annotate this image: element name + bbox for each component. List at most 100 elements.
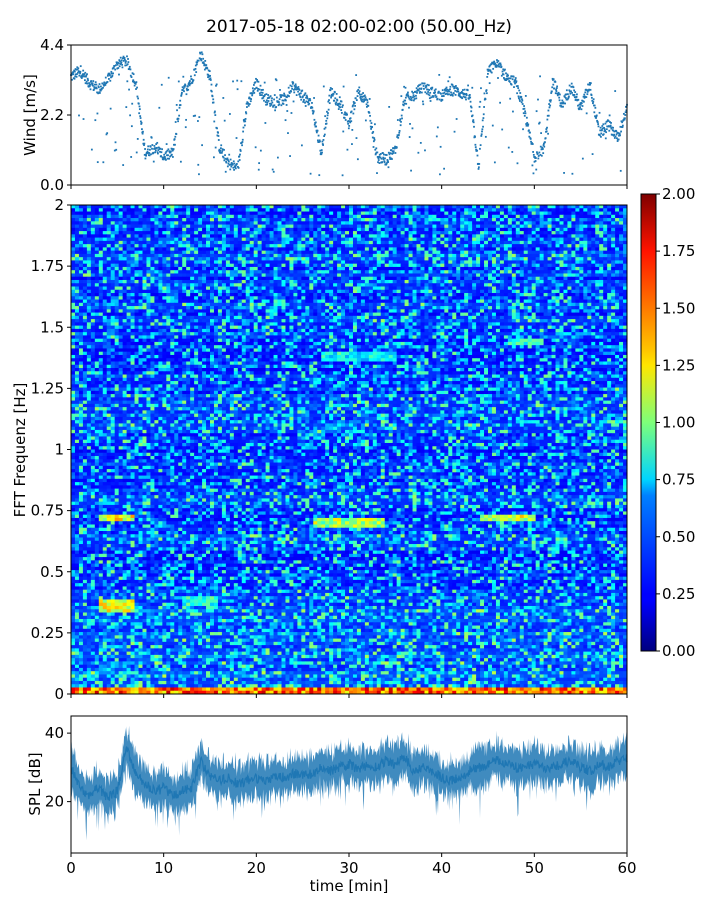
spectrogram-cell bbox=[90, 283, 96, 287]
spectrogram-cell bbox=[571, 250, 576, 255]
spectrogram-cell bbox=[174, 227, 179, 232]
spectrogram-cell bbox=[523, 208, 529, 212]
spectrogram-cell bbox=[404, 247, 409, 252]
spectrogram-cell bbox=[563, 247, 568, 252]
spectrogram-cell bbox=[349, 253, 354, 258]
wind-point bbox=[402, 100, 405, 103]
spectrogram-cell bbox=[146, 260, 151, 265]
spectrogram-cell bbox=[138, 205, 143, 209]
spectrogram-cell bbox=[130, 273, 135, 278]
spectrogram-cell bbox=[297, 253, 302, 258]
wind-point bbox=[551, 77, 554, 80]
wind-point bbox=[264, 101, 267, 103]
spectrogram-cell bbox=[507, 276, 513, 281]
spectrogram-cell bbox=[511, 279, 517, 284]
wind-point bbox=[338, 96, 341, 99]
wind-point bbox=[192, 79, 195, 82]
spectrogram-cell bbox=[257, 257, 263, 261]
spectrogram-cell bbox=[146, 214, 151, 219]
spectrogram-cell bbox=[281, 273, 286, 278]
spectrogram-cell bbox=[78, 270, 84, 274]
wind-point bbox=[406, 94, 409, 97]
wind-point bbox=[597, 123, 600, 125]
spectrogram-cell bbox=[106, 221, 112, 225]
spectrogram-cell bbox=[118, 253, 124, 258]
spectrogram-cell bbox=[607, 260, 612, 265]
spectrogram-cell bbox=[285, 266, 290, 271]
spectrogram-cell bbox=[202, 211, 207, 216]
spectrogram-cell bbox=[364, 244, 370, 248]
spectrogram-cell bbox=[313, 221, 318, 225]
wind-point bbox=[525, 123, 528, 125]
spectrogram-cell bbox=[611, 244, 616, 248]
spectrogram-cell bbox=[102, 260, 108, 265]
spectrogram-cell bbox=[74, 218, 80, 222]
spectrogram-cell bbox=[225, 279, 231, 284]
wind-points bbox=[70, 51, 628, 177]
wind-point bbox=[366, 105, 368, 108]
spectrogram-cell bbox=[293, 211, 298, 216]
spectrogram-cell bbox=[428, 240, 433, 245]
spectrogram-cell bbox=[166, 208, 171, 212]
spectrogram-cell bbox=[293, 270, 298, 274]
spectrogram-cell bbox=[190, 266, 195, 271]
spectrogram-cell bbox=[611, 214, 616, 219]
wind-point bbox=[445, 89, 448, 92]
spectrogram-cell bbox=[428, 227, 433, 232]
wind-point bbox=[499, 64, 502, 66]
spectrogram-cell bbox=[551, 211, 556, 216]
spectrogram-cell bbox=[134, 208, 139, 212]
spectrogram-cell bbox=[106, 211, 112, 216]
spectrogram-cell bbox=[221, 250, 227, 255]
spectrogram-cell bbox=[277, 273, 282, 278]
wind-point bbox=[313, 118, 316, 121]
spectrogram-cell bbox=[309, 227, 314, 232]
spectrogram-cell bbox=[130, 211, 135, 216]
wind-point bbox=[295, 85, 297, 88]
spectrogram-cell bbox=[499, 218, 505, 222]
wind-point bbox=[322, 144, 324, 146]
wind-point bbox=[609, 125, 612, 128]
spectrogram-cell bbox=[118, 211, 124, 216]
wind-point bbox=[503, 78, 506, 81]
wind-point bbox=[617, 132, 620, 134]
spectrogram-cell bbox=[384, 266, 390, 271]
spectrogram-cell bbox=[527, 240, 533, 245]
spectrogram-cell bbox=[158, 211, 163, 216]
wind-point bbox=[271, 101, 274, 104]
spectrogram-cell bbox=[190, 250, 195, 255]
wind-point bbox=[514, 77, 517, 79]
wind-point bbox=[225, 161, 228, 164]
wind-point bbox=[73, 69, 76, 72]
wind-point bbox=[342, 130, 345, 133]
spectrogram-cell bbox=[82, 221, 88, 225]
wind-point bbox=[259, 94, 262, 96]
spectrogram-cell bbox=[420, 273, 425, 278]
spectrogram-cell bbox=[106, 257, 112, 261]
spectrogram-cell bbox=[337, 263, 342, 268]
spectrogram-cell bbox=[380, 279, 386, 284]
wind-point bbox=[260, 91, 263, 94]
spectrogram-cell bbox=[575, 260, 580, 265]
spectrogram-cell bbox=[376, 227, 382, 232]
spectrogram-cell bbox=[114, 263, 120, 268]
spectrogram-cell bbox=[233, 208, 239, 212]
spectrogram-cell bbox=[154, 221, 159, 225]
wind-point bbox=[158, 146, 160, 149]
wind-point bbox=[578, 107, 581, 110]
wind-point bbox=[84, 71, 87, 74]
spectrogram-cell bbox=[289, 279, 294, 284]
spectrogram-cell bbox=[217, 244, 223, 248]
spectrogram-cell bbox=[583, 270, 588, 274]
wind-point bbox=[525, 124, 528, 127]
wind-point bbox=[291, 87, 294, 90]
spectrogram-cell bbox=[535, 240, 541, 245]
spectrogram-cell bbox=[293, 218, 298, 222]
wind-point bbox=[119, 63, 122, 65]
spectrogram-cell bbox=[178, 208, 183, 212]
spectrogram-cell bbox=[126, 247, 131, 252]
spectrogram-cell bbox=[535, 205, 541, 209]
wind-point bbox=[577, 104, 579, 107]
wind-point bbox=[585, 112, 588, 115]
spectrogram-cell bbox=[396, 257, 402, 261]
